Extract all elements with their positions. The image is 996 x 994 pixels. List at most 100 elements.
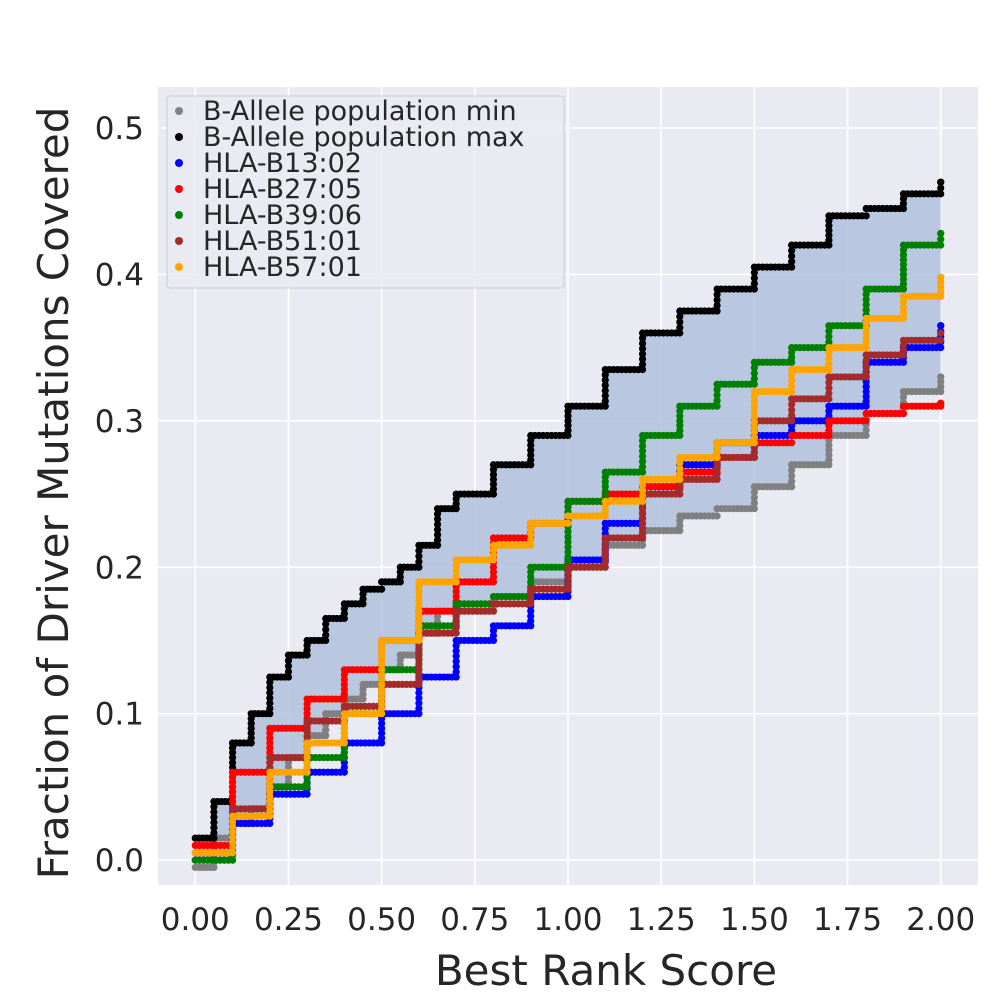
legend-marker [175, 211, 183, 219]
data-point [638, 497, 647, 505]
data-point [638, 345, 647, 353]
data-point [862, 290, 870, 298]
data-point [638, 365, 647, 374]
data-point [415, 552, 423, 560]
data-point [937, 241, 945, 249]
data-point [825, 389, 833, 397]
data-point [750, 279, 758, 288]
data-point [788, 252, 796, 260]
data-point [415, 650, 423, 658]
data-point [564, 569, 572, 577]
data-point [638, 468, 647, 476]
data-point [825, 327, 833, 335]
data-point [862, 426, 870, 434]
data-point [564, 533, 572, 541]
data-point [210, 824, 218, 832]
y-tick-label: 0.3 [95, 404, 144, 440]
data-point [862, 362, 870, 370]
data-point [750, 453, 758, 462]
data-point [750, 393, 758, 401]
data-point [415, 699, 423, 707]
data-point [601, 386, 609, 395]
data-point [862, 301, 870, 309]
data-point [750, 403, 758, 411]
data-point [415, 694, 423, 702]
legend-label: HLA-B27:05 [203, 174, 362, 205]
data-point [303, 733, 311, 741]
data-point [303, 722, 311, 730]
data-point [788, 247, 796, 255]
y-tick-label: 0.5 [95, 111, 144, 147]
data-point [564, 528, 572, 536]
data-point [713, 296, 721, 304]
data-point [415, 655, 423, 663]
data-point [713, 475, 721, 484]
data-point [433, 541, 442, 549]
data-point [676, 464, 684, 473]
data-point [713, 397, 721, 405]
data-point [452, 642, 460, 650]
data-point [750, 408, 758, 416]
data-point [601, 402, 609, 410]
data-point [638, 339, 647, 348]
data-point [228, 833, 237, 841]
data-point [899, 409, 908, 418]
data-point [638, 452, 647, 461]
data-point [750, 369, 758, 377]
data-point [750, 428, 758, 437]
data-point [899, 298, 908, 306]
y-tick-label: 0.2 [95, 550, 144, 586]
data-point [825, 360, 833, 368]
data-point [825, 378, 833, 387]
legend-label: HLA-B39:06 [203, 200, 362, 231]
data-point [713, 301, 721, 310]
data-point [638, 463, 647, 471]
data-point [601, 524, 609, 533]
data-point [415, 704, 423, 713]
data-point [415, 558, 423, 566]
data-point [564, 543, 572, 551]
data-point [937, 235, 945, 243]
data-point [638, 360, 647, 368]
data-point [564, 592, 572, 601]
x-tick-label: 1.75 [813, 902, 882, 938]
data-point [415, 563, 423, 571]
x-axis-label: Best Rank Score [435, 946, 777, 994]
data-point [862, 417, 870, 425]
data-point [433, 613, 442, 621]
data-point [750, 423, 758, 432]
legend-label: HLA-B51:01 [203, 226, 362, 257]
data-point [415, 675, 423, 683]
data-point [862, 356, 870, 365]
data-point [527, 536, 535, 544]
data-point [564, 553, 572, 561]
data-point [713, 402, 721, 410]
series-layer [191, 178, 945, 872]
legend-marker [175, 159, 183, 167]
legend-label: HLA-B57:01 [203, 252, 362, 283]
data-point [564, 548, 572, 556]
data-point [899, 393, 908, 401]
y-tick-label: 0.4 [95, 257, 144, 293]
data-point [713, 307, 721, 315]
data-point [452, 657, 460, 665]
data-point [825, 355, 833, 363]
data-point [228, 843, 237, 852]
data-point [788, 439, 796, 447]
data-point [750, 364, 758, 372]
x-tick-label: 2.00 [906, 902, 975, 938]
data-point [433, 520, 442, 528]
data-point [322, 636, 330, 645]
data-point [303, 790, 311, 798]
data-point [825, 338, 833, 346]
data-point [452, 572, 460, 581]
data-point [788, 258, 796, 266]
data-point [415, 660, 423, 668]
data-point [433, 531, 442, 539]
data-point [210, 829, 218, 837]
data-point [937, 373, 945, 381]
series-hla-b57-01 [191, 273, 945, 857]
data-point [899, 314, 908, 322]
data-point [303, 727, 311, 736]
series-hla-b51-01 [191, 329, 945, 857]
